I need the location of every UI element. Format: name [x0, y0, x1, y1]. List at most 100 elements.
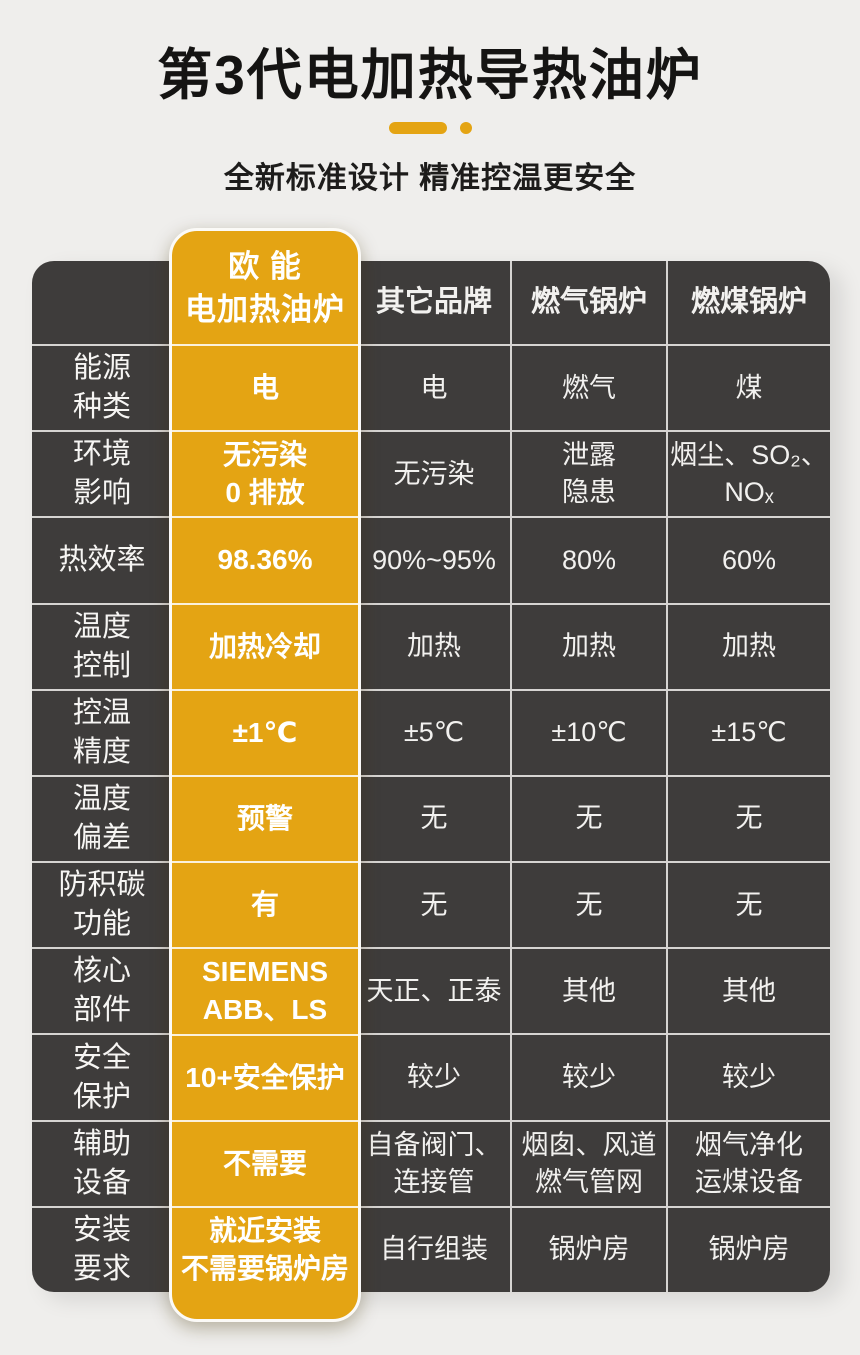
- row-label: 控温 精度: [32, 688, 172, 775]
- text-line: 98.36%: [217, 544, 313, 576]
- text-line: 无: [420, 803, 448, 834]
- data-cell: 烟气净化 运煤设备: [666, 1119, 830, 1206]
- text-line: 自行组装: [380, 1234, 488, 1265]
- text-line: 燃气: [562, 372, 616, 403]
- data-cell: 无: [510, 861, 666, 948]
- brand-cell: SIEMENS ABB、LS: [172, 947, 358, 1033]
- text-line: 自备阀门、: [366, 1129, 502, 1160]
- text-line: 温度: [72, 610, 131, 643]
- data-cell: 较少: [510, 1033, 666, 1120]
- data-cell: 烟尘、SO₂、 NOₓ: [666, 430, 830, 517]
- row-label: 环境 影响: [32, 430, 172, 516]
- text-line: 运煤设备: [695, 1166, 803, 1197]
- divider-pill: [388, 121, 447, 134]
- text-line: 控温: [72, 696, 131, 729]
- text-line: 防积碳: [58, 869, 146, 902]
- data-cell: ±10℃: [510, 688, 666, 775]
- data-cell: 较少: [666, 1033, 830, 1120]
- text-line: 安全: [72, 1041, 131, 1074]
- text-line: 安装: [72, 1213, 131, 1246]
- title-divider: [0, 121, 860, 134]
- row-label: 温度 偏差: [32, 774, 172, 861]
- column-header: 燃气锅炉: [510, 261, 666, 344]
- text-line: 偏差: [72, 821, 131, 854]
- brand-cell: 就近安装 不需要锅炉房: [172, 1205, 358, 1292]
- row-label: 热效率: [32, 516, 172, 602]
- text-line: 就近安装: [208, 1214, 321, 1246]
- text-line: 煤: [735, 372, 763, 403]
- data-cell: 无: [510, 774, 666, 862]
- text-line: 0 排放: [225, 477, 305, 509]
- text-line: 较少: [562, 1062, 616, 1093]
- data-cell: 烟囱、风道 燃气管网: [510, 1119, 666, 1206]
- data-cell: 燃气: [510, 344, 666, 431]
- text-line: 80%: [561, 544, 617, 575]
- data-cell: 加热: [510, 602, 666, 689]
- text-line: 烟囱、风道: [521, 1129, 657, 1160]
- text-line: 不需要: [222, 1147, 307, 1179]
- text-line: 无: [575, 803, 603, 834]
- data-cell: 加热: [358, 602, 510, 689]
- text-line: 设备: [72, 1166, 131, 1199]
- text-line: SIEMENS: [201, 956, 329, 988]
- text-line: 部件: [72, 994, 131, 1027]
- text-line: 其他: [722, 975, 776, 1006]
- text-line: 电加热油炉: [185, 291, 345, 327]
- data-cell: 90%~95%: [358, 516, 510, 602]
- brand-cell: 10+安全保护: [172, 1033, 358, 1120]
- brand-cell: 预警: [172, 774, 358, 861]
- text-line: ±10℃: [551, 717, 627, 748]
- data-cell: 无: [358, 861, 510, 947]
- text-line: 无污染: [393, 458, 475, 489]
- text-line: 环境: [72, 438, 131, 471]
- text-line: 无: [735, 803, 763, 834]
- brand-cell: 98.36%: [172, 516, 358, 602]
- text-line: 锅炉房: [708, 1234, 790, 1265]
- text-line: 有: [250, 889, 279, 921]
- text-line: 较少: [407, 1062, 461, 1093]
- brand-header: 欧 能电加热油炉: [172, 231, 358, 344]
- brand-cell: 有: [172, 861, 358, 947]
- column-header: 其它品牌: [375, 286, 492, 318]
- text-line: 连接管: [393, 1166, 475, 1197]
- text-line: 精度: [72, 735, 131, 768]
- text-line: ABB、LS: [202, 994, 328, 1026]
- text-line: 隐患: [562, 477, 616, 508]
- brand-cell: 无污染 0 排放: [172, 430, 358, 516]
- data-cell: 加热: [666, 602, 830, 689]
- text-line: 预警: [236, 803, 293, 835]
- text-line: 能源: [72, 352, 131, 385]
- text-line: 电: [250, 372, 279, 404]
- data-cell: 80%: [510, 516, 666, 603]
- row-label: 辅助 设备: [32, 1119, 172, 1206]
- data-cell: 较少: [358, 1033, 510, 1119]
- page-title: 第3代电加热导热油炉: [157, 44, 703, 106]
- text-line: 无: [420, 889, 448, 920]
- comparison-table: 其它品牌 燃气锅炉 燃煤锅炉 能源 种类电燃气煤环境 影响 无污染 泄露 隐患 烟尘、SO₂、 NO…: [32, 261, 830, 1292]
- data-cell: 泄露 隐患: [510, 430, 666, 517]
- text-line: 烟气净化: [695, 1129, 803, 1160]
- text-line: 加热: [562, 631, 616, 662]
- row-label: 防积碳 功能: [32, 861, 172, 947]
- row-label: 温度 控制: [32, 602, 172, 689]
- text-line: 要求: [72, 1252, 131, 1285]
- data-cell: 锅炉房: [510, 1205, 666, 1292]
- text-line: 热效率: [58, 543, 146, 576]
- text-line: 无: [575, 889, 603, 920]
- text-line: 燃气管网: [535, 1166, 643, 1197]
- text-line: ±15℃: [711, 717, 787, 748]
- text-line: 60%: [721, 544, 777, 575]
- page-subtitle: 全新标准设计 精准控温更安全: [223, 162, 637, 195]
- data-cell: 其他: [666, 947, 830, 1034]
- text-line: 90%~95%: [372, 544, 496, 575]
- text-line: 其他: [562, 975, 616, 1006]
- text-line: 保护: [72, 1080, 131, 1113]
- row-label: 能源 种类: [32, 344, 172, 430]
- divider-dot: [459, 121, 472, 134]
- brand-cell: 不需要: [172, 1119, 358, 1206]
- text-line: 加热: [407, 631, 461, 662]
- text-line: 影响: [72, 477, 131, 510]
- text-line: 无: [735, 889, 763, 920]
- data-cell: 自行组装: [358, 1205, 510, 1292]
